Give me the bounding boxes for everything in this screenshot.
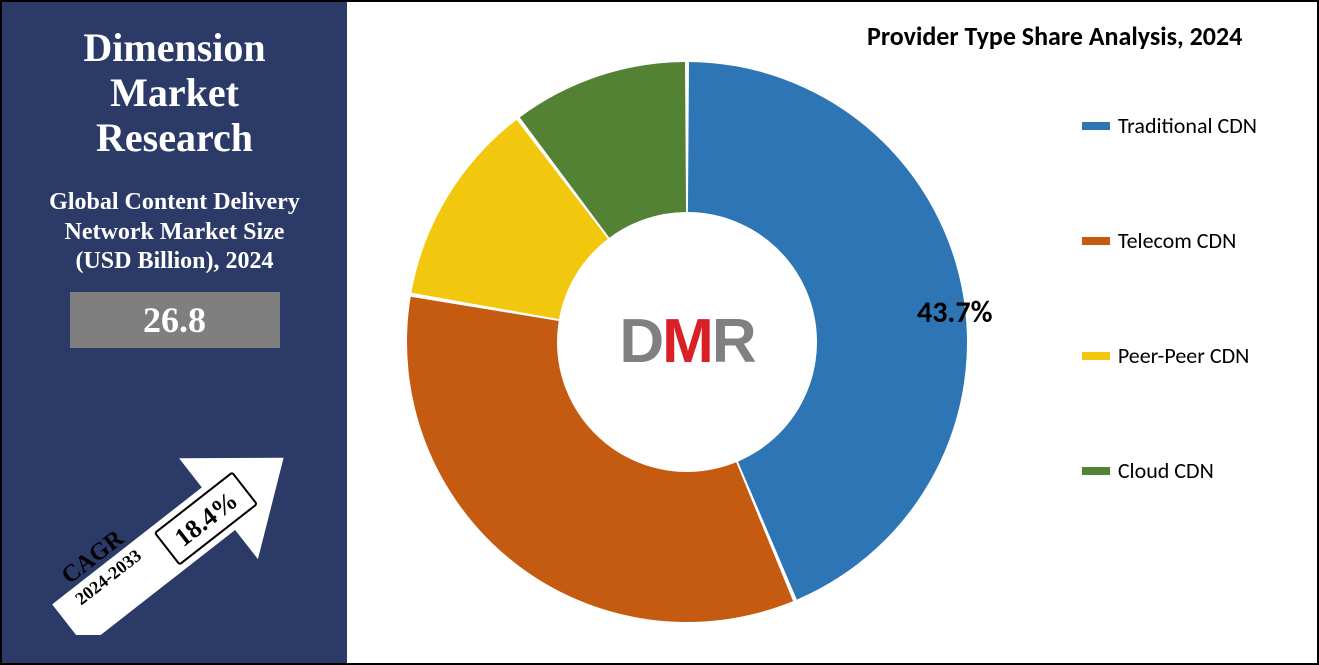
center-logo: DMR [577, 232, 797, 452]
legend-swatch-0 [1082, 122, 1110, 130]
cagr-arrow: CAGR 2024-2033 18.4% [12, 415, 332, 635]
brand-line-3: Research [83, 116, 265, 161]
subtitle-line-3: (USD Billion), 2024 [49, 247, 300, 276]
legend-swatch-1 [1082, 237, 1110, 245]
logo-letter-d: D [619, 307, 662, 376]
logo-letter-r: R [712, 307, 755, 376]
logo-text: DMR [619, 311, 754, 373]
cagr-arrow-svg: CAGR 2024-2033 18.4% [12, 415, 332, 635]
legend-item-1: Telecom CDN [1082, 227, 1257, 254]
brand-line-1: Dimension [83, 26, 265, 71]
legend-label-1: Telecom CDN [1118, 227, 1236, 254]
subtitle-line-1: Global Content Delivery [49, 188, 300, 217]
logo-letter-m: M [662, 307, 712, 376]
legend-swatch-2 [1082, 352, 1110, 360]
market-subtitle: Global Content Delivery Network Market S… [49, 188, 300, 276]
legend-label-3: Cloud CDN [1118, 457, 1214, 484]
market-size-value: 26.8 [143, 299, 206, 341]
legend-label-0: Traditional CDN [1118, 112, 1257, 139]
legend-item-0: Traditional CDN [1082, 112, 1257, 139]
market-size-value-box: 26.8 [70, 292, 280, 348]
subtitle-line-2: Network Market Size [49, 218, 300, 247]
legend-swatch-3 [1082, 467, 1110, 475]
legend-item-2: Peer-Peer CDN [1082, 342, 1257, 369]
infographic-frame: Dimension Market Research Global Content… [0, 0, 1319, 665]
left-panel: Dimension Market Research Global Content… [2, 2, 347, 663]
legend-item-3: Cloud CDN [1082, 457, 1257, 484]
donut-chart: DMR 43.7% [387, 42, 987, 642]
brand-line-2: Market [83, 71, 265, 116]
legend-label-2: Peer-Peer CDN [1118, 342, 1250, 369]
primary-callout: 43.7% [917, 294, 993, 331]
right-panel: Provider Type Share Analysis, 2024 DMR 4… [347, 2, 1317, 663]
legend: Traditional CDN Telecom CDN Peer-Peer CDN C… [1082, 112, 1257, 484]
brand-name: Dimension Market Research [83, 26, 265, 160]
